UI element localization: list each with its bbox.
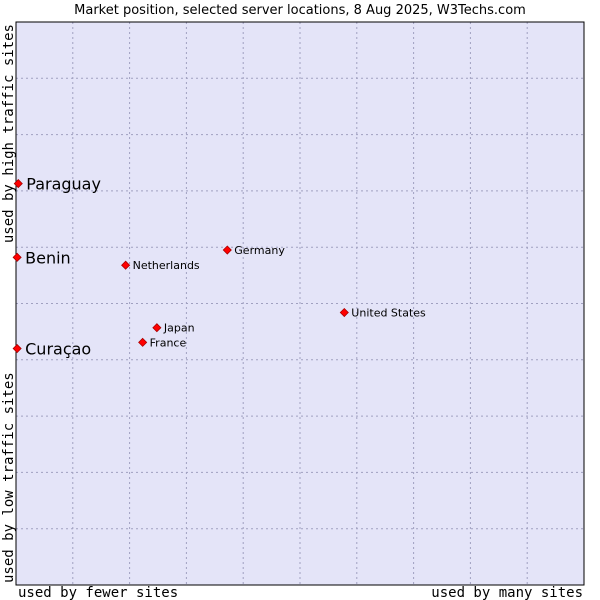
point-marker-united-states: [339, 307, 349, 318]
point-label-paraguay: Paraguay: [26, 175, 101, 194]
point-united-states: United States: [339, 307, 426, 320]
point-paraguay: Paraguay: [13, 175, 101, 194]
point-label-netherlands: Netherlands: [133, 259, 200, 272]
point-netherlands: Netherlands: [121, 259, 200, 272]
y-axis-label-bottom: used by low traffic sites: [1, 372, 17, 583]
point-france: France: [138, 336, 187, 349]
point-japan: Japan: [152, 322, 195, 335]
point-cura-ao: Curaçao: [12, 340, 91, 359]
chart-title: Market position, selected server locatio…: [74, 3, 526, 18]
point-label-france: France: [150, 336, 187, 349]
point-label-united-states: United States: [351, 307, 426, 320]
plot-border: [15, 21, 585, 586]
point-marker-germany: [222, 245, 232, 255]
point-marker-netherlands: [121, 260, 131, 270]
point-marker-japan: [152, 323, 162, 333]
point-label-japan: Japan: [163, 322, 195, 335]
x-axis-label-left: used by fewer sites: [18, 585, 178, 600]
point-label-cura-ao: Curaçao: [25, 340, 91, 359]
point-marker-benin: [12, 252, 22, 262]
point-marker-paraguay: [13, 179, 23, 189]
point-label-benin: Benin: [25, 248, 71, 267]
point-benin: Benin: [12, 248, 71, 267]
point-label-germany: Germany: [234, 244, 285, 257]
data-points: Paraguay Benin Curaçao Netherlands Germany Un…: [12, 175, 426, 359]
grid: [16, 22, 584, 585]
y-axis-label-top: used by high traffic sites: [1, 24, 17, 243]
point-germany: Germany: [222, 244, 285, 257]
point-marker-cura-ao: [12, 343, 22, 354]
point-marker-france: [138, 337, 148, 347]
x-axis-label-right: used by many sites: [431, 585, 583, 600]
